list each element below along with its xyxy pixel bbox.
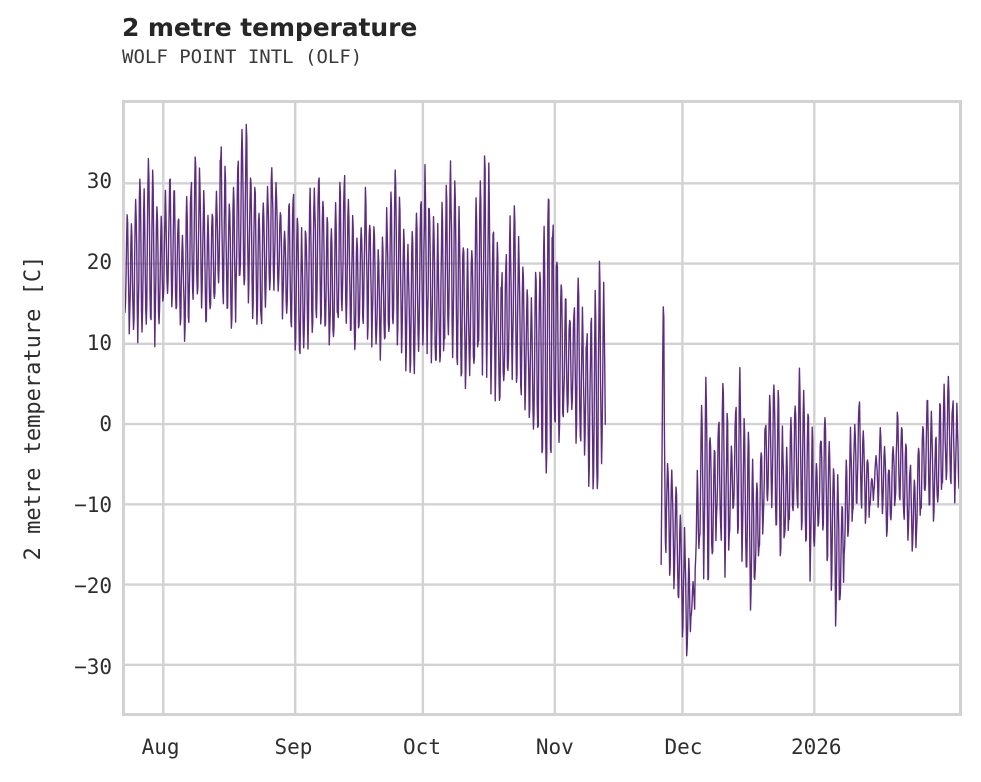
y-tick-label: 0 [99, 412, 112, 437]
temperature-series [125, 123, 959, 657]
x-tick-label: Dec [664, 735, 703, 759]
y-axis-title: 2 metre temperature [C] [21, 255, 46, 561]
y-tick-label: −20 [74, 574, 112, 599]
y-axis-tick-labels: 30 20 10 0 −10 −20 −30 [0, 100, 112, 716]
y-tick-label: 10 [86, 331, 112, 356]
x-tick-label: Oct [403, 735, 441, 759]
page-title: 2 metre temperature [122, 13, 418, 42]
x-tick-label: Aug [141, 735, 180, 759]
x-axis-tick-labels: Aug Sep Oct Nov Dec 2026 [122, 735, 962, 769]
title-block: 2 metre temperature WOLF POINT INTL (OLF… [122, 14, 942, 69]
y-tick-label: −10 [74, 493, 112, 518]
plot-area [122, 100, 962, 716]
x-tick-label: Nov [535, 735, 574, 759]
x-tick-label: Sep [274, 735, 313, 759]
x-tick-label: 2026 [790, 735, 842, 759]
y-tick-label: 30 [86, 169, 112, 194]
chart-subtitle: WOLF POINT INTL (OLF) [122, 46, 363, 68]
y-tick-label: −30 [74, 655, 112, 680]
y-tick-label: 20 [86, 250, 112, 275]
